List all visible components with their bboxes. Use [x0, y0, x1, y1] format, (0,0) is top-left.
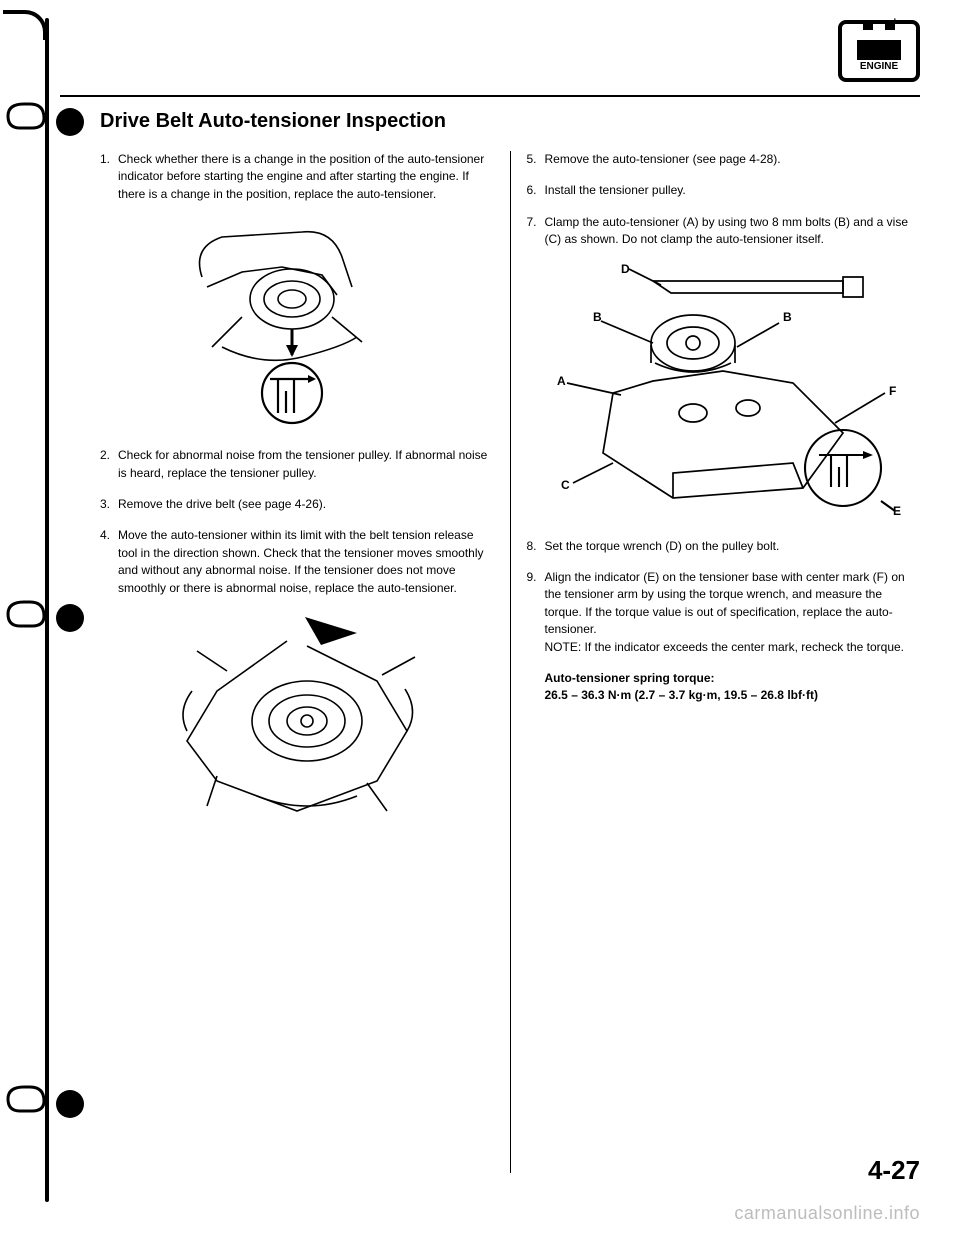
- manual-page: − + ENGINE Drive Belt Auto-tensioner Ins…: [0, 0, 960, 1242]
- binder-hole-icon: [6, 1085, 46, 1113]
- spec-value: 26.5 – 36.3 N·m (2.7 – 3.7 kg·m, 19.5 – …: [545, 687, 921, 704]
- step-number: 4.: [100, 527, 110, 544]
- step-text: Remove the auto-tensioner (see page 4-28…: [545, 152, 781, 166]
- callout-e: E: [893, 504, 901, 518]
- step-text: Check whether there is a change in the p…: [118, 152, 484, 201]
- step-text: Remove the drive belt (see page 4-26).: [118, 497, 326, 511]
- step-item: 6. Install the tensioner pulley.: [527, 182, 921, 199]
- page-number: 4-27: [868, 1155, 920, 1186]
- callout-f: F: [889, 384, 896, 398]
- badge-label: ENGINE: [860, 61, 898, 72]
- step-text: Clamp the auto-tensioner (A) by using tw…: [545, 215, 909, 246]
- step-item: 3. Remove the drive belt (see page 4-26)…: [100, 496, 494, 513]
- figure-tensioner-move: [100, 611, 494, 831]
- step-number: 8.: [527, 538, 537, 555]
- left-column: 1. Check whether there is a change in th…: [100, 151, 511, 1173]
- section-dot-icon: [56, 1090, 84, 1118]
- step-number: 1.: [100, 151, 110, 168]
- step-item: 4. Move the auto-tensioner within its li…: [100, 527, 494, 597]
- callout-b: B: [593, 310, 602, 324]
- binder-hole-icon: [6, 600, 46, 628]
- spec-label: Auto-tensioner spring torque:: [545, 670, 921, 687]
- step-number: 9.: [527, 569, 537, 586]
- figure-tensioner-indicator: [100, 217, 494, 427]
- two-columns: 1. Check whether there is a change in th…: [100, 151, 920, 1173]
- step-text: Align the indicator (E) on the tensioner…: [545, 570, 905, 654]
- step-item: 7. Clamp the auto-tensioner (A) by using…: [527, 214, 921, 249]
- callout-b: B: [783, 310, 792, 324]
- callout-a: A: [557, 374, 566, 388]
- step-text: Install the tensioner pulley.: [545, 183, 686, 197]
- callout-c: C: [561, 478, 570, 492]
- step-text: Check for abnormal noise from the tensio…: [118, 448, 487, 479]
- figure-vise-clamp: D B B A C F E: [527, 263, 921, 518]
- step-text: Set the torque wrench (D) on the pulley …: [545, 539, 780, 553]
- step-number: 6.: [527, 182, 537, 199]
- step-item: 8. Set the torque wrench (D) on the pull…: [527, 538, 921, 555]
- step-item: 1. Check whether there is a change in th…: [100, 151, 494, 203]
- right-column: 5. Remove the auto-tensioner (see page 4…: [511, 151, 921, 1173]
- step-text: Move the auto-tensioner within its limit…: [118, 528, 484, 594]
- step-item: 9. Align the indicator (E) on the tensio…: [527, 569, 921, 656]
- step-item: 5. Remove the auto-tensioner (see page 4…: [527, 151, 921, 168]
- binder-hole-icon: [6, 102, 46, 130]
- step-number: 7.: [527, 214, 537, 231]
- callout-d: D: [621, 263, 630, 276]
- watermark: carmanualsonline.info: [734, 1203, 920, 1224]
- step-number: 3.: [100, 496, 110, 513]
- section-dot-icon: [56, 108, 84, 136]
- page-title: Drive Belt Auto-tensioner Inspection: [100, 110, 920, 133]
- step-item: 2. Check for abnormal noise from the ten…: [100, 447, 494, 482]
- step-number: 2.: [100, 447, 110, 464]
- engine-badge: − + ENGINE: [838, 20, 920, 82]
- header-rule: [60, 95, 920, 97]
- spec-block: Auto-tensioner spring torque: 26.5 – 36.…: [527, 670, 921, 705]
- section-dot-icon: [56, 604, 84, 632]
- binder-curve: [3, 10, 47, 40]
- page-content: Drive Belt Auto-tensioner Inspection 1. …: [100, 110, 920, 1182]
- step-number: 5.: [527, 151, 537, 168]
